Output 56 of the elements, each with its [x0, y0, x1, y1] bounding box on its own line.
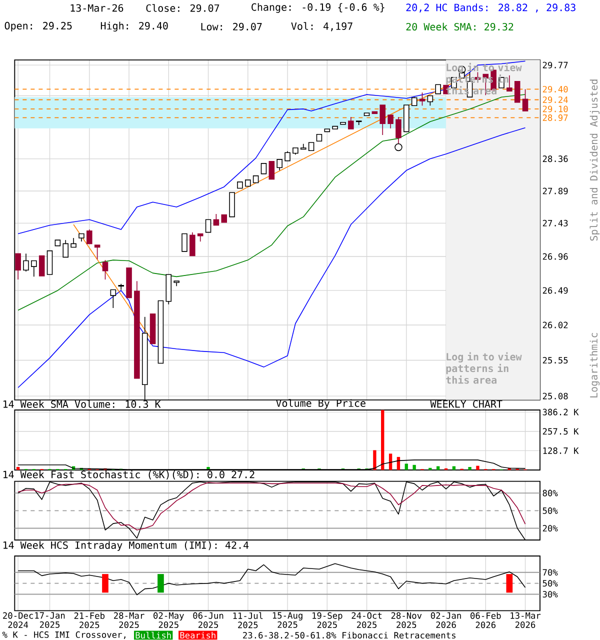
- text: WEEKLY CHART: [430, 400, 502, 408]
- x-tick-label: 02-May 2025: [154, 612, 184, 628]
- y-tick-label: 128.7 K: [543, 447, 579, 454]
- x-tick-label: 28-Nov 2025: [391, 612, 422, 628]
- text: Logarithmic: [590, 333, 600, 398]
- y-tick-label: 386.2 K: [542, 408, 579, 416]
- text: Change: -0.19 {-0.6 %}: [252, 3, 384, 13]
- y-tick-label: 26.96: [542, 253, 568, 260]
- chart-title: 13-Mar-26: [70, 4, 124, 12]
- y-tick-label: 27.43: [542, 220, 568, 226]
- text: High: 29.40: [100, 22, 168, 32]
- x-tick-label: 13-Mar 2026: [510, 612, 541, 628]
- ref-line-label: 29.40: [542, 86, 568, 92]
- y-tick-label: 27.89: [542, 188, 568, 194]
- text: 23.6-38.2-50-61.8% Fibonacci Retracements: [243, 632, 456, 639]
- y-tick-label: 80%: [542, 490, 558, 496]
- ref-line-label: 29.10: [542, 106, 568, 112]
- y-tick-label: 25.08: [542, 392, 568, 400]
- chart-title: 14 Week Fast Stochastic (%K)(%D): 0.0 27.2: [3, 470, 254, 480]
- y-tick-label: 257.5 K: [542, 428, 579, 435]
- annotation: Log in to view patterns in this area: [446, 352, 522, 384]
- y-tick-label: 30%: [542, 590, 558, 598]
- x-tick-label: 20-Dec 2024: [3, 612, 33, 628]
- y-tick-label: 50%: [542, 580, 558, 587]
- legend-title: % K - HCS IMI Crossover,: [2, 631, 126, 640]
- x-tick-label: 28-Mar 2025: [114, 612, 144, 628]
- y-tick-label: 28.36: [542, 156, 568, 162]
- x-tick-label: 06-Jun 2025: [193, 612, 224, 628]
- x-tick-label: 11-Jul 2025: [233, 612, 263, 628]
- chart-title: 14 Week HCS Intraday Momentum (IMI): 42.4: [3, 541, 249, 551]
- y-tick-label: 70%: [542, 569, 558, 576]
- ref-line-label: 29.24: [542, 96, 568, 104]
- y-tick-label: 50%: [542, 507, 558, 514]
- y-tick-label: 20%: [542, 524, 558, 532]
- text: Bullish: [136, 632, 171, 639]
- y-tick-label: 26.49: [542, 287, 568, 294]
- x-tick-label: 17-Jan 2025: [35, 612, 65, 628]
- text: Low: 29.07: [201, 22, 262, 30]
- text: Close: 29.07: [146, 4, 220, 12]
- text: 20 Week SMA: 29.32: [406, 22, 514, 31]
- x-tick-label: 24-Oct 2025: [352, 612, 382, 628]
- y-tick-label: 25.55: [542, 356, 568, 364]
- x-tick-label: 19-Sep 2025: [312, 612, 342, 628]
- text: Bearish: [180, 632, 216, 639]
- text: Vol: 4,197: [291, 22, 352, 32]
- text: Open: 29.25: [4, 22, 72, 32]
- y-axis-title: Split and Dividend Adjusted: [590, 80, 600, 241]
- x-tick-label: 21-Feb 2025: [74, 612, 105, 628]
- x-tick-label: 06-Feb 2026: [470, 612, 501, 628]
- ref-line-label: 28.97: [542, 114, 568, 121]
- x-tick-label: 02-Jan 2026: [430, 612, 461, 628]
- y-tick-label: 26.02: [542, 322, 568, 328]
- x-tick-label: 15-Aug 2025: [272, 612, 302, 628]
- y-tick-label: 29.77: [542, 62, 568, 68]
- chart-title: 14 Week SMA Volume: 10.3 K: [3, 400, 161, 408]
- text: 20,2 HC Bands: 28.82 , 29.83: [406, 4, 576, 12]
